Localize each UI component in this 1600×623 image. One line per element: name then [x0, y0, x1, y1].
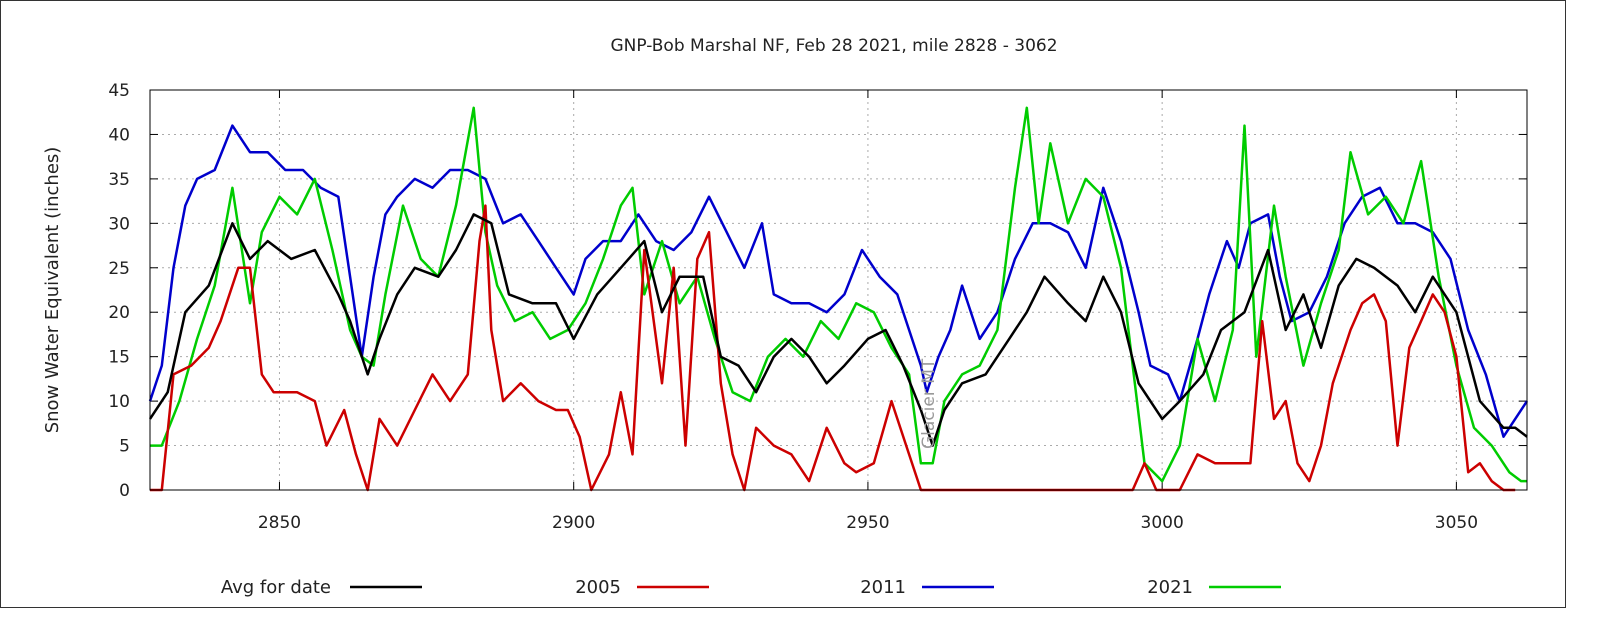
grid-lines	[150, 90, 1527, 490]
y-tick-label: 35	[108, 170, 130, 190]
series-line-2011	[148, 124, 1529, 438]
legend-label: 2011	[860, 577, 906, 598]
annotation-glacier: Glacier MT	[919, 358, 939, 449]
chart-title: GNP-Bob Marshal NF, Feb 28 2021, mile 28…	[610, 36, 1057, 56]
series-line-2021	[150, 106, 1527, 483]
y-tick-label: 5	[119, 437, 130, 457]
y-tick-label: 45	[108, 81, 130, 101]
data-series	[148, 106, 1529, 492]
x-tick-label: 2850	[258, 513, 301, 533]
y-tick-label: 20	[108, 303, 130, 323]
y-tick-label: 15	[108, 348, 130, 368]
x-tick-label: 3000	[1141, 513, 1184, 533]
y-tick-label: 10	[108, 392, 130, 412]
series-line-avg-for-date	[148, 213, 1528, 447]
y-tick-label: 25	[108, 259, 130, 279]
y-tick-label: 30	[108, 214, 130, 234]
plot-border	[149, 89, 1528, 491]
legend-label: 2021	[1147, 577, 1193, 598]
y-tick-label: 40	[108, 125, 130, 145]
legend: Avg for date 2005 2011 2021	[221, 577, 1281, 598]
x-tick-label: 3050	[1435, 513, 1478, 533]
series-line-2005	[150, 204, 1516, 492]
x-tick-label: 2900	[552, 513, 595, 533]
x-tick-label: 2950	[846, 513, 889, 533]
axis-ticks: 0 5 10 15 20 25 30 35 40 45 2850 2900 2950 3000 3050	[108, 81, 1527, 533]
y-tick-label: 0	[119, 481, 130, 501]
y-axis-label: Snow Water Equivalent (inches)	[42, 147, 63, 434]
legend-label: Avg for date	[221, 577, 331, 598]
chart-frame: GNP-Bob Marshal NF, Feb 28 2021, mile 28…	[0, 0, 1566, 608]
legend-label: 2005	[575, 577, 621, 598]
chart-svg: GNP-Bob Marshal NF, Feb 28 2021, mile 28…	[42, 36, 1529, 598]
